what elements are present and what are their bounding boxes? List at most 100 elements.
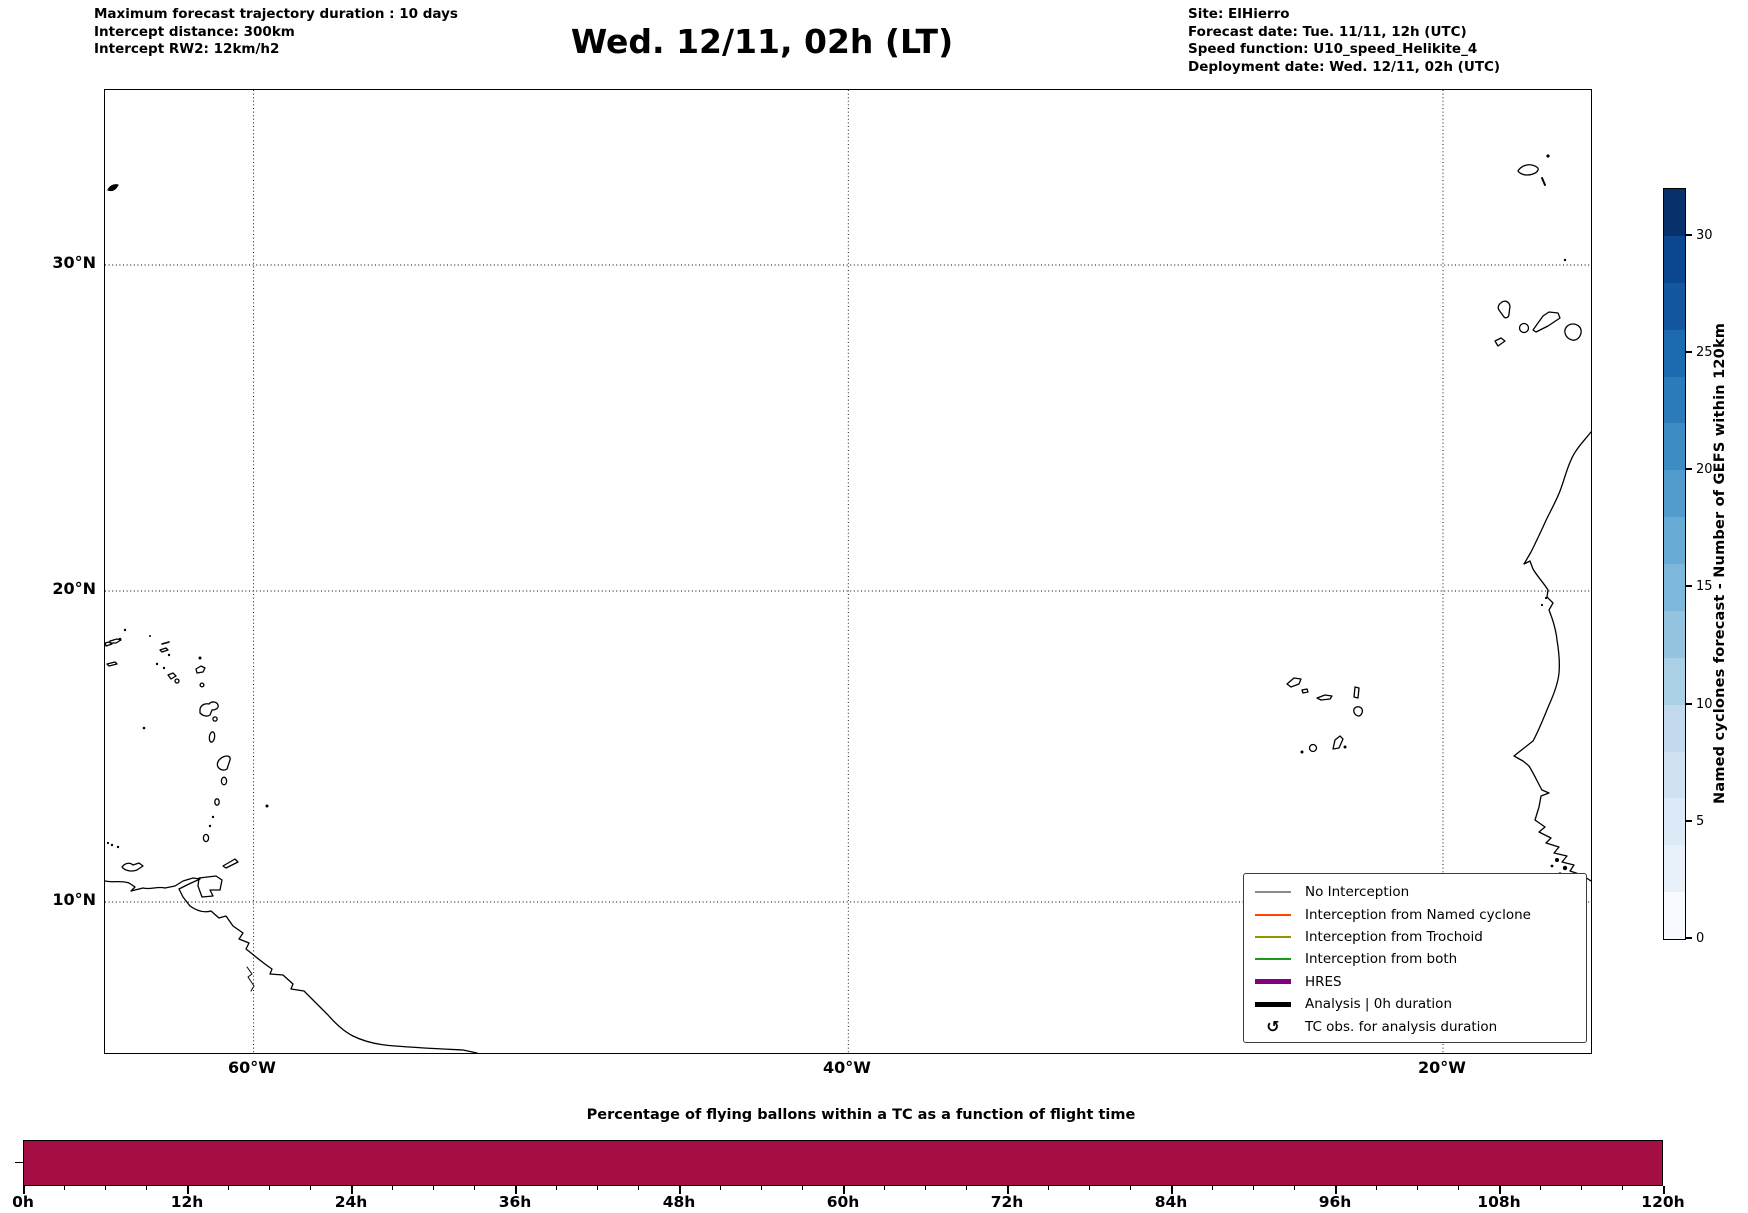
x-tick-label-84h: 84h [1154,1193,1188,1211]
x-minor-tick [1130,1186,1131,1190]
map-canvas [105,90,1591,1053]
x-major-tick [515,1186,517,1194]
x-tick-label-120h: 120h [1641,1193,1685,1211]
bottom-y-tick [15,1162,23,1164]
colorbar-tick-25: 25 [1686,343,1713,361]
x-tick-label-60h: 60h [826,1193,860,1211]
la-palma-coast [1497,300,1511,319]
x-major-tick [351,1186,353,1194]
x-tick-label-24h: 24h [334,1193,368,1211]
legend-item-hres: HRES [1255,971,1580,993]
los-roques-islets [106,726,146,849]
legend-item-both: Interception from both [1255,948,1580,970]
x-minor-tick [1253,1186,1254,1190]
colorbar-segment [1664,189,1685,236]
x-tick-label-48h: 48h [662,1193,696,1211]
colorbar-segment [1664,845,1685,893]
x-major-tick [1007,1186,1009,1194]
purple-line-swatch [1255,979,1291,985]
legend-item-trochoid: Interception from Trochoid [1255,926,1580,948]
africa-coast [1513,431,1591,882]
tick-mark [1686,937,1692,939]
gran-canaria-coast [1564,323,1582,341]
colorbar-tick-20: 20 [1686,460,1713,478]
lat-tick-20n: 20°N [52,579,96,598]
colorbar-segment [1664,657,1685,705]
legend-label: Interception from both [1305,951,1458,968]
colorbar-tick-30: 30 [1686,226,1713,244]
tenerife-coast [1532,311,1561,333]
x-minor-tick [474,1186,475,1190]
coastlines [105,154,1591,1053]
colorbar-segment [1664,329,1685,377]
bottom-x-ticks [23,1186,1665,1194]
x-minor-tick [146,1186,147,1190]
x-tick-label-72h: 72h [990,1193,1024,1211]
x-minor-tick [1417,1186,1418,1190]
tick-mark [1686,820,1692,822]
gray-line-swatch [1255,891,1291,894]
tick-mark [1686,351,1692,353]
x-minor-tick [392,1186,393,1190]
colorbar-segment [1664,610,1685,658]
x-minor-tick [597,1186,598,1190]
x-minor-tick [1540,1186,1541,1190]
margarita-coast [121,862,144,872]
x-minor-tick [1089,1186,1090,1190]
lon-tick-40w: 40°W [823,1058,871,1077]
x-minor-tick [1581,1186,1582,1190]
colorbar-body [1663,188,1686,940]
colorbar-tick-15: 15 [1686,577,1713,595]
x-tick-label-96h: 96h [1318,1193,1352,1211]
orinoco-delta-channels [246,966,255,992]
x-minor-tick [433,1186,434,1190]
x-tick-label-36h: 36h [498,1193,532,1211]
x-major-tick [1499,1186,1501,1194]
bottom-chart-title: Percentage of flying ballons within a TC… [586,1107,1136,1123]
tick-mark [1686,703,1692,705]
el-hierro-coast [1494,337,1506,347]
lon-tick-20w: 20°W [1418,1058,1466,1077]
legend-label: HRES [1305,973,1342,990]
x-major-tick [1663,1186,1665,1194]
flight-time-bar [23,1140,1663,1186]
x-minor-tick [228,1186,229,1190]
colorbar-segment [1664,751,1685,799]
x-major-tick [1171,1186,1173,1194]
x-minor-tick [1458,1186,1459,1190]
colorbar-segment [1664,470,1685,518]
x-minor-tick [1376,1186,1377,1190]
legend-item-named-cyclone: Interception from Named cyclone [1255,903,1580,925]
colorbar-segment [1664,235,1685,283]
x-minor-tick [638,1186,639,1190]
tick-mark [1686,468,1692,470]
max-duration-text: Maximum forecast trajectory duration : 1… [94,6,458,22]
colorbar-segment [1664,376,1685,424]
x-major-tick [843,1186,845,1194]
bottom-x-labels: 0h 12h 24h 36h 48h 60h 72h 84h 96h 108h … [12,1193,1685,1213]
legend-item-no-interception: No Interception [1255,881,1580,903]
rotate-ccw-icon: ↺ [1266,1016,1280,1036]
deployment-date-text: Deployment date: Wed. 12/11, 02h (UTC) [1188,58,1501,75]
south-america-coast [105,877,478,1053]
x-tick-label-108h: 108h [1477,1193,1521,1211]
intercept-rw2-text: Intercept RW2: 12km/h2 [94,41,280,57]
la-gomera-coast [1518,322,1530,334]
x-minor-tick [802,1186,803,1190]
forecast-date-text: Forecast date: Tue. 11/11, 12h (UTC) [1188,23,1467,40]
x-minor-tick [925,1186,926,1190]
legend-label: TC obs. for analysis duration [1305,1018,1498,1035]
legend-item-analysis: Analysis | 0h duration [1255,993,1580,1015]
tobago-coast [222,858,239,869]
x-minor-tick [1048,1186,1049,1190]
x-minor-tick [1212,1186,1213,1190]
trinidad-coast [197,875,223,898]
intercept-distance-text: Intercept distance: 300km [94,23,295,40]
green-line-swatch [1255,958,1291,961]
colorbar-segment [1664,282,1685,330]
map-legend: No Interception Interception from Named … [1243,873,1587,1043]
legend-label: Analysis | 0h duration [1305,996,1452,1013]
header-left-block: Maximum forecast trajectory duration : 1… [94,6,458,59]
colorbar-label: Named cyclones forecast - Number of GEFS… [1712,322,1728,804]
